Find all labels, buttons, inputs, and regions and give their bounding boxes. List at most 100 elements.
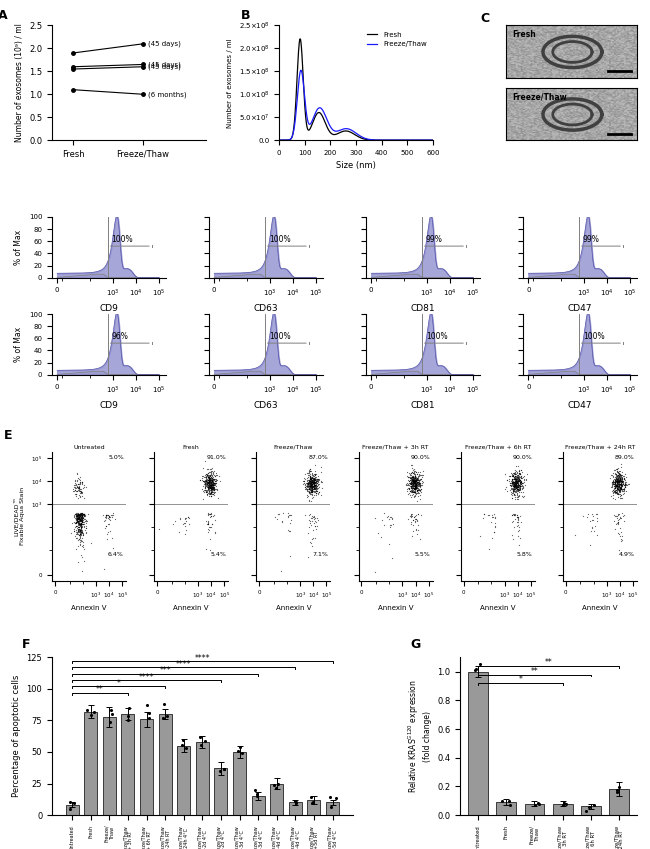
Point <box>204 476 214 490</box>
Point <box>108 509 118 522</box>
Point <box>612 469 622 482</box>
Point <box>304 464 315 478</box>
Point <box>197 469 207 483</box>
Point <box>511 480 521 493</box>
Point <box>291 795 301 808</box>
Point <box>410 477 420 491</box>
Point <box>406 470 417 484</box>
Point <box>305 475 315 488</box>
Point <box>502 473 512 486</box>
Point <box>612 481 622 494</box>
Point <box>207 477 217 491</box>
Point <box>410 469 421 483</box>
Point <box>410 473 421 486</box>
Point <box>306 468 316 481</box>
Point <box>72 515 82 529</box>
Point <box>612 477 623 491</box>
Point <box>513 511 523 525</box>
Point <box>510 476 520 490</box>
Point <box>512 482 523 496</box>
Point <box>309 480 320 493</box>
Point <box>513 470 523 484</box>
Point <box>509 509 519 522</box>
Point <box>406 479 416 492</box>
Point <box>75 524 86 537</box>
Point <box>510 475 520 489</box>
Point <box>613 483 623 497</box>
Point <box>515 481 525 495</box>
Point <box>404 480 415 493</box>
Point <box>507 486 517 499</box>
Point <box>508 482 518 496</box>
Point <box>412 483 423 497</box>
Point <box>408 487 419 501</box>
Point <box>307 474 317 487</box>
Point <box>72 480 83 493</box>
Point <box>197 482 207 496</box>
Point <box>102 508 112 521</box>
Point <box>410 480 421 493</box>
Point <box>308 510 318 524</box>
Point <box>509 480 519 493</box>
Point <box>510 475 521 488</box>
Point <box>211 473 221 486</box>
Point <box>510 488 521 502</box>
Point <box>588 798 599 812</box>
Point <box>306 532 317 546</box>
Point <box>616 477 627 491</box>
Point <box>615 530 625 543</box>
Point <box>207 464 217 478</box>
Point <box>75 509 86 523</box>
Point <box>513 513 523 526</box>
Point <box>403 478 413 492</box>
Point <box>162 709 172 722</box>
Point <box>613 473 623 486</box>
Point <box>305 514 315 527</box>
Point <box>614 475 625 488</box>
Point <box>306 472 317 486</box>
Point <box>411 475 421 488</box>
Point <box>412 473 423 486</box>
Bar <box>196 742 209 815</box>
Point <box>194 474 205 487</box>
Point <box>411 486 421 499</box>
Point <box>307 467 318 481</box>
Point <box>407 476 417 490</box>
Point <box>75 526 86 539</box>
Point <box>614 483 625 497</box>
Point <box>72 515 83 529</box>
Point <box>75 512 85 526</box>
Point <box>410 478 421 492</box>
Bar <box>233 752 246 815</box>
Point <box>408 475 419 488</box>
Point <box>299 476 309 490</box>
Point <box>306 475 316 489</box>
Point <box>208 475 218 488</box>
Bar <box>468 672 488 815</box>
Point <box>304 464 314 477</box>
Point <box>411 467 422 481</box>
Point <box>74 508 85 521</box>
Point <box>606 477 617 491</box>
Point <box>74 510 85 524</box>
Point <box>612 473 622 486</box>
Point <box>615 481 625 495</box>
Point <box>505 476 515 490</box>
Point <box>615 511 625 525</box>
Point <box>310 468 320 481</box>
Point <box>74 479 85 492</box>
Point <box>306 472 317 486</box>
Point <box>306 519 317 532</box>
Point <box>202 476 212 490</box>
Point <box>510 478 520 492</box>
Point <box>311 481 321 495</box>
Point <box>478 511 488 525</box>
Point <box>105 525 115 538</box>
Point <box>616 480 627 493</box>
Point <box>512 482 522 496</box>
Point <box>410 481 421 494</box>
Point <box>202 478 212 492</box>
Point <box>204 520 214 534</box>
Point <box>77 514 88 527</box>
Point <box>305 469 315 483</box>
